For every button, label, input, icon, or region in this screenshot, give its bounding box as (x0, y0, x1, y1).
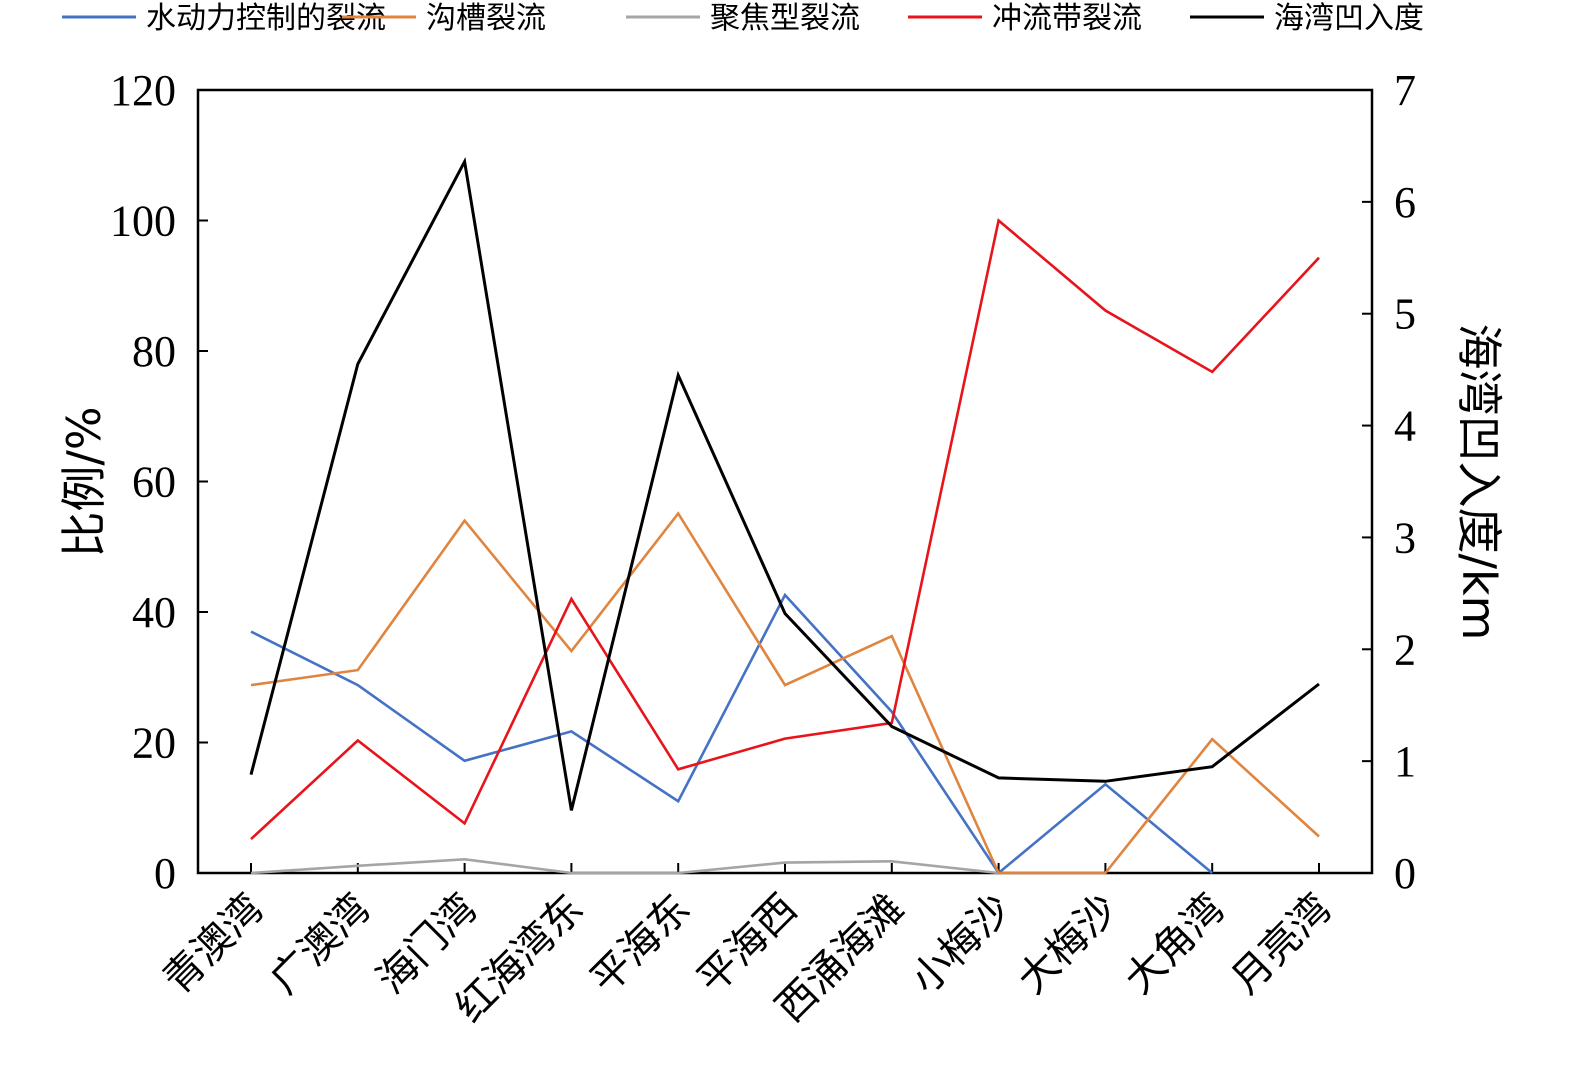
plot-frame (196, 88, 1374, 875)
right-axis-title: 海湾凹入度/km (1452, 324, 1506, 641)
series-line (250, 857, 999, 875)
left-tick-label: 20 (132, 719, 176, 768)
series-line (250, 218, 1320, 841)
right-tick-label: 6 (1394, 178, 1416, 227)
left-tick-label: 60 (132, 458, 176, 507)
left-tick-label: 40 (132, 588, 176, 637)
category-label: 青澳湾 (155, 886, 272, 1003)
legend-label: 聚焦型裂流 (710, 1, 860, 36)
left-tick-label: 120 (110, 66, 176, 115)
category-label: 小梅沙 (902, 886, 1019, 1003)
left-tick-label: 80 (132, 327, 176, 376)
right-tick-label: 0 (1394, 849, 1416, 898)
right-tick-label: 7 (1394, 66, 1416, 115)
left-tick-label: 100 (110, 197, 176, 246)
left-axis-title: 比例/% (57, 406, 111, 557)
right-axis: 0 1 2 3 4 5 6 7 (1362, 66, 1416, 898)
category-label: 大梅沙 (1009, 886, 1126, 1003)
legend: 水动力控制的裂流 沟槽裂流 聚焦型裂流 冲流带裂流 海湾凹入度 (62, 1, 1424, 36)
series-line (250, 511, 1320, 875)
category-label: 月亮湾 (1223, 886, 1340, 1003)
right-tick-label: 5 (1394, 290, 1416, 339)
category-label: 平海东 (582, 886, 699, 1003)
series-lines (249, 156, 1320, 875)
category-label: 大角湾 (1116, 886, 1233, 1003)
right-tick-label: 2 (1394, 625, 1416, 674)
legend-label: 沟槽裂流 (426, 1, 546, 36)
category-label: 广澳湾 (261, 886, 378, 1003)
left-tick-label: 0 (154, 849, 176, 898)
right-tick-label: 1 (1394, 737, 1416, 786)
left-axis: 0 20 40 60 80 100 120 (110, 66, 208, 898)
plot-area (196, 88, 1374, 875)
right-tick-label: 3 (1394, 513, 1416, 562)
legend-label: 冲流带裂流 (992, 1, 1142, 36)
right-tick-label: 4 (1394, 402, 1416, 451)
legend-label: 海湾凹入度 (1274, 1, 1424, 36)
series-line (249, 156, 1320, 811)
series-line (250, 592, 1214, 875)
